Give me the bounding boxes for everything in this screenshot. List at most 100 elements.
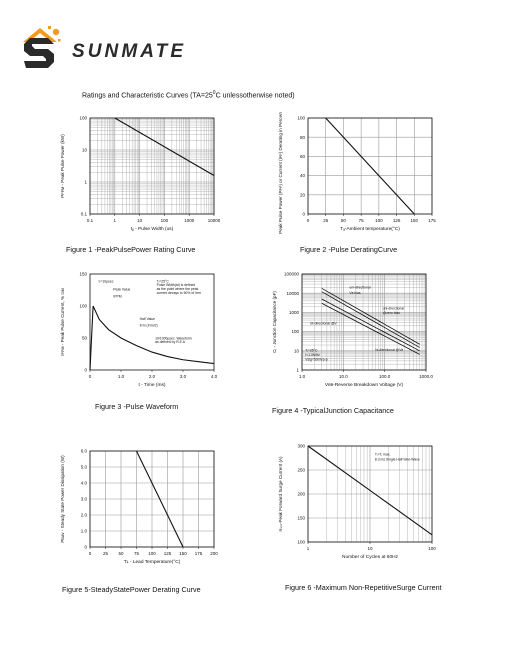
fig4-annotation: Vʙ bias <box>349 291 361 295</box>
fig1-ylabel: Pᴘᴘᴍ - Peak Pulse Power (kW) <box>60 134 65 198</box>
fig1-xlabel: tᵨ - Pulse Width (us) <box>131 226 174 232</box>
fig5-xlabel: Tʟ - Lead Temperature(°C) <box>124 559 181 565</box>
fig3-xtick-label: 0 <box>89 374 92 379</box>
fig5-xtick-label: 200 <box>210 551 218 556</box>
fig2-xtick-label: 125 <box>393 218 401 223</box>
fig4-ytick-label: 10 <box>294 348 300 353</box>
fig4-series-0 <box>321 287 420 345</box>
fig1-ytick-label: 100 <box>79 116 87 121</box>
fig3-annotation: Peak Value <box>113 288 130 292</box>
fig4-xtick-label: 100.0 <box>379 374 391 379</box>
fig2-xtick-label: 150 <box>411 218 419 223</box>
fig1-ytick-label: 10 <box>82 148 88 153</box>
fig3-annotation: IPPM <box>113 295 121 299</box>
fig3-xtick-label: 3.0 <box>180 374 187 379</box>
fig3-annotation: Pulse Width(td) is defined <box>157 283 196 287</box>
fig4-xtick-label: 10.0 <box>339 374 348 379</box>
fig6-xtick-label: 10 <box>367 546 373 551</box>
fig2-series-0 <box>325 117 415 215</box>
fig1-xtick-label: 0.1 <box>87 218 94 223</box>
fig1-xtick-label: 10000 <box>208 218 221 223</box>
brand-name: SUNMATE <box>72 41 187 62</box>
fig6-ytick-label: 250 <box>297 468 305 473</box>
fig5-xtick-label: 125 <box>164 551 172 556</box>
fig2-plot: 0 25 50 75 100 125 150 175 0 20 40 60 80 100 Tₐ-Ambien… <box>278 112 436 234</box>
fig6-plot: 1 10 100 100 150 200 250 300 Number of Cycles at… <box>278 444 436 560</box>
fig6-ytick-label: 300 <box>297 444 305 449</box>
fig6-xtick-label: 100 <box>428 546 436 551</box>
fig5-ytick-label: 6.0 <box>81 449 88 454</box>
fig4-annotation: Bi-directional @V <box>310 321 337 325</box>
fig4-xlabel: Vʙʀ-Reverse Breakdown Voltage (V) <box>325 382 404 388</box>
fig3-annotation: tᵣ=10μsec <box>99 279 114 283</box>
fig4-annotation: uni-directional <box>349 285 370 289</box>
fig6-xlabel: Number of Cycles at 60Hz <box>342 554 399 560</box>
fig1-plot: 0.1 1 10 100 1000 10000 0.1 1 10 100 tᵨ - Pulse Wi… <box>60 116 221 232</box>
figure-2-chart: 0 25 50 75 100 125 150 175 0 20 40 60 80 100 Tₐ-Ambien… <box>278 112 436 234</box>
fig5-ylabel: Pᴅᴀᴠ - Steady State Power Dissipation (W… <box>60 455 65 543</box>
fig6-ytick-label: 150 <box>297 516 305 521</box>
fig4-ytick-label: 100 <box>291 329 299 334</box>
fig5-ytick-label: 0 <box>84 545 87 550</box>
fig4-plot: 1.0 10.0 100.0 1000.0 1 10 100 1000 10000 100000 V… <box>272 272 433 388</box>
fig2-frame <box>307 117 433 215</box>
fig4-annotation: Vsig=50mVp-p <box>305 357 327 361</box>
fig2-ytick-label: 80 <box>300 135 306 140</box>
figure-6-caption: Figure 6 -Maximum Non-RepetitiveSurge Cu… <box>285 583 442 592</box>
figure-3-chart: 0 1.0 2.0 3.0 4.0 0 50 100 150 t - Time (ms) Iᴘᴘᴍ … <box>60 272 218 388</box>
fig2-ytick-label: 60 <box>300 154 306 159</box>
figure-6-chart: 1 10 100 100 150 200 250 300 Number of Cycles at… <box>278 444 436 560</box>
fig2-ytick-label: 0 <box>302 212 305 217</box>
figure-5-chart: 0 25 50 75 100 125 150 175 200 0 1.0 2.0 3.0 4.0 5.0 6.… <box>60 449 218 565</box>
fig3-ytick-label: 100 <box>79 304 87 309</box>
fig4-annotation: f=1.0MHz <box>305 353 320 357</box>
fig5-xtick-label: 75 <box>134 551 140 556</box>
fig4-series-2 <box>321 298 420 352</box>
fig6-annotation: 8.3 ms Single Half Sine-Wave <box>375 457 420 461</box>
fig5-ytick-label: 2.0 <box>81 513 88 518</box>
fig1-ytick-label: 1 <box>84 180 87 185</box>
fig3-xtick-label: 4.0 <box>211 374 218 379</box>
fig3-annotation: current decays to 50% of Irrm <box>157 291 202 295</box>
figure-1-chart: 0.1 1 10 100 1000 10000 0.1 1 10 100 tᵨ - Pulse Wi… <box>60 116 221 232</box>
fig4-xtick-label: 1000.0 <box>419 374 433 379</box>
fig3-xtick-label: 1.0 <box>118 374 125 379</box>
fig3-annotation: as the point where the peak <box>157 287 199 291</box>
fig6-xtick-label: 1 <box>307 546 310 551</box>
fig4-series-1 <box>321 291 420 348</box>
fig2-xtick-label: 25 <box>323 218 329 223</box>
fig5-ytick-label: 4.0 <box>81 481 88 486</box>
figure-5-caption: Figure 5-SteadyStatePower Derating Curve <box>62 585 201 594</box>
fig2-xtick-label: 50 <box>341 218 347 223</box>
fig4-series-3 <box>321 302 420 355</box>
fig3-xlabel: t - Time (ms) <box>139 382 166 388</box>
figure-4-caption: Figure 4 -TypicalJunction Capacitance <box>272 406 394 415</box>
fig4-frame <box>301 273 427 371</box>
fig4-annotation: bi-directional @Vʙ <box>375 348 403 352</box>
fig3-xtick-label: 2.0 <box>149 374 156 379</box>
fig1-series-0 <box>114 117 215 176</box>
fig2-ytick-label: 100 <box>297 116 305 121</box>
fig1-xtick-label: 1 <box>114 218 117 223</box>
fig3-ytick-label: 0 <box>84 368 87 373</box>
fig5-xtick-label: 50 <box>118 551 124 556</box>
fig2-xtick-label: 175 <box>428 218 436 223</box>
fig5-plot: 0 25 50 75 100 125 150 175 200 0 1.0 2.0 3.0 4.0 5.0 6.… <box>60 449 218 565</box>
fig5-ytick-label: 1.0 <box>81 529 88 534</box>
fig3-ytick-label: 50 <box>82 336 88 341</box>
figure-2-caption: Figure 2 -Pulse DeratingCurve <box>300 245 398 254</box>
fig3-ytick-label: 150 <box>79 272 87 277</box>
fig2-ytick-label: 20 <box>300 192 306 197</box>
fig6-ytick-label: 100 <box>297 540 305 545</box>
fig3-annotation: Tⱼ=25°C <box>157 279 170 283</box>
fig2-ylabel: Peak Pulse Power (Pᴘᴘ) or Current (Iᴘᴘ) … <box>278 112 283 234</box>
fig5-xtick-label: 25 <box>103 551 109 556</box>
fig4-annotation: Tⱼ=25°C <box>305 349 318 353</box>
fig4-ytick-label: 10000 <box>286 291 299 296</box>
fig3-ylabel: Iᴘᴘᴍ - Peak Pulse Current, % Iᴊᴍ <box>60 288 65 355</box>
fig5-xtick-label: 100 <box>148 551 156 556</box>
fig3-annotation: 10/1000μsec. Waveform <box>155 336 192 340</box>
fig6-annotation: Tⱼ=Tⱼ max. <box>375 453 391 457</box>
fig5-ytick-label: 3.0 <box>81 497 88 502</box>
fig5-xtick-label: 0 <box>89 551 92 556</box>
